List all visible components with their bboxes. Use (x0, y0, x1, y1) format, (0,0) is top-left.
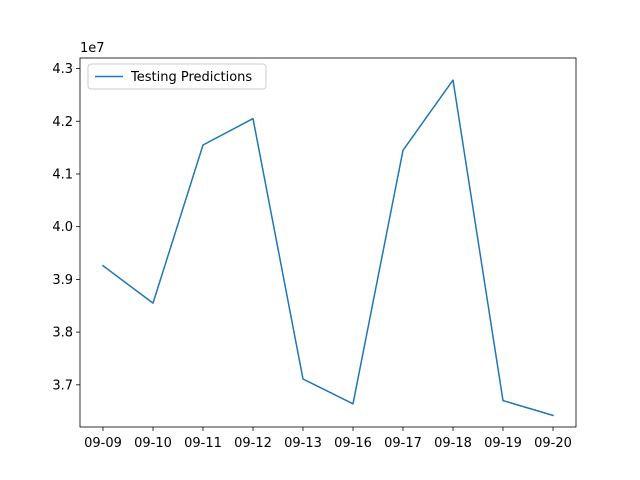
x-tick-label: 09-09 (84, 436, 122, 451)
tick-layer: 09-09 09-10 09-11 09-12 09-13 09-16 09-17 09-18… (52, 62, 572, 451)
legend-label: Testing Predictions (130, 70, 252, 85)
axes-frame (79, 57, 577, 428)
y-tick-label: 3.7 (52, 378, 73, 393)
series-line (101, 79, 554, 417)
series-layer (101, 79, 554, 417)
x-tick-label: 09-18 (434, 436, 472, 451)
x-tick-label: 09-17 (384, 436, 422, 451)
x-tick-label: 09-10 (134, 436, 172, 451)
x-tick-label: 09-20 (534, 436, 572, 451)
y-tick-label: 3.9 (52, 273, 73, 288)
legend-box (87, 63, 267, 90)
y-tick-label: 3.8 (52, 326, 73, 341)
x-tick-label: 09-19 (484, 436, 522, 451)
y-tick-label: 4.3 (52, 62, 73, 77)
y-tick-label: 4.1 (52, 167, 73, 182)
y-tick-label: 4.0 (52, 220, 73, 235)
x-tick-label: 09-16 (334, 436, 372, 451)
legend: Testing Predictions (87, 63, 267, 90)
y-tick-label: 4.2 (52, 115, 73, 130)
y-offset-label: 1e7 (80, 41, 105, 56)
x-tick-label: 09-13 (284, 436, 322, 451)
x-tick-label: 09-12 (234, 436, 272, 451)
x-tick-label: 09-11 (184, 436, 222, 451)
